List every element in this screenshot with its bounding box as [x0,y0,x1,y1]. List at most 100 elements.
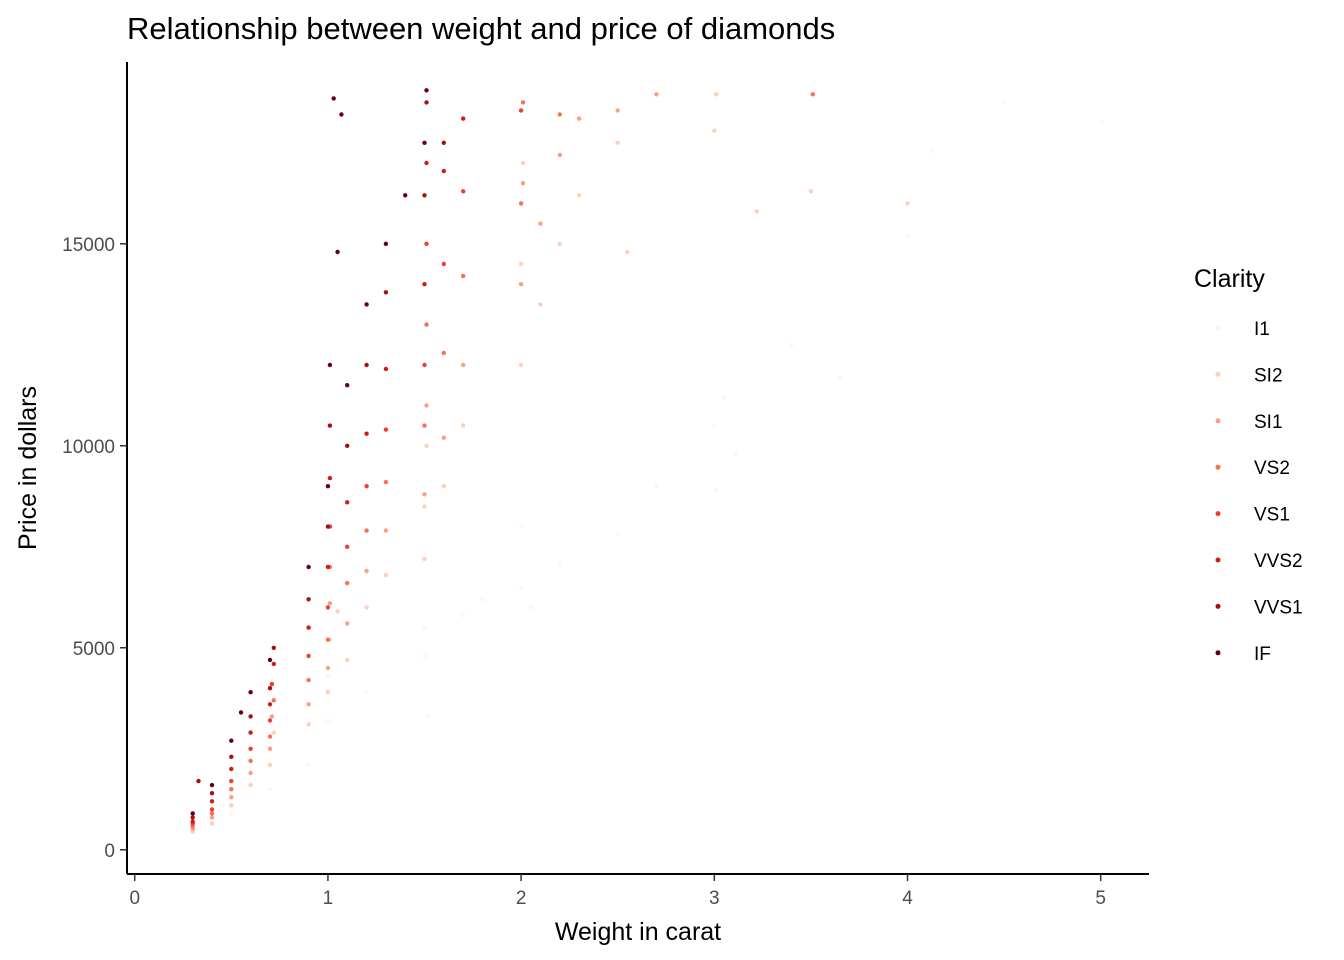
data-point [271,730,276,735]
data-point [306,597,311,602]
x-tick-label: 0 [129,888,140,909]
x-axis-ticks: 0 1 2 3 4 5 [129,874,1106,909]
legend-title: Clarity [1194,265,1265,293]
data-point [383,427,389,432]
data-point [426,714,431,719]
data-point [229,778,234,784]
data-point [461,362,466,368]
data-point [248,690,253,695]
data-point [248,714,253,719]
x-axis-label: Weight in carat [555,918,721,946]
legend-key [1215,371,1221,377]
data-point [422,423,427,428]
legend-key [1215,511,1221,517]
data-point [441,484,446,489]
data-point [538,302,543,307]
legend-label: IF [1254,644,1271,665]
data-point [654,484,659,489]
data-point [364,431,369,436]
data-point [229,787,234,792]
data-point [461,423,466,428]
y-tick-label: 0 [104,841,115,862]
data-point [190,819,195,824]
data-point [576,193,582,198]
data-point [518,585,524,590]
data-point [424,88,429,93]
data-point [422,140,427,145]
data-point [424,443,429,448]
data-point [461,116,466,121]
data-point [325,718,331,723]
data-point [327,475,333,481]
data-point [248,730,253,735]
data-point [557,112,562,117]
data-point [325,605,331,610]
data-point [557,152,562,158]
data-point [518,108,524,113]
x-tick-label: 2 [516,888,527,909]
data-point [528,605,533,610]
x-tick-label: 4 [902,888,913,909]
data-point [557,560,562,566]
data-point [422,193,427,198]
data-point [422,625,427,630]
data-point [335,609,340,614]
data-point [271,698,276,703]
data-point [327,362,333,368]
data-point [269,681,275,687]
data-point [480,597,485,602]
legend-key [1215,557,1221,563]
x-tick-label: 5 [1095,888,1106,909]
legend-label: VS1 [1254,505,1290,526]
data-point [424,322,429,327]
data-point [714,488,719,493]
data-point [345,621,350,626]
data-point [364,362,369,368]
data-point [306,762,311,768]
data-point [306,702,311,707]
data-point [194,827,199,832]
legend-label: VVS1 [1254,597,1303,618]
legend-label: I1 [1254,319,1270,340]
data-point [269,714,275,719]
x-tick-label: 3 [709,888,720,909]
data-point [306,625,311,630]
data-point [520,160,526,166]
y-tick-label: 15000 [62,235,115,256]
points-layer [190,88,1105,834]
data-point [424,241,429,246]
data-point [229,803,234,808]
data-point [808,189,814,194]
data-point [331,96,336,101]
data-point [422,504,427,509]
data-point [364,568,369,574]
data-point [267,746,273,751]
data-point [441,168,446,174]
data-point [461,189,466,194]
data-point [267,734,273,739]
data-point [930,148,935,154]
data-point [714,92,719,97]
data-point [615,108,620,113]
data-point [190,815,195,820]
data-point [267,718,273,723]
y-axis-ticks: 0 5000 10000 15000 [62,235,127,862]
legend-key [1215,325,1221,331]
data-point [364,302,369,307]
data-point [335,249,340,255]
data-point [538,221,543,226]
data-point [271,661,276,667]
data-point [345,657,350,663]
data-point [209,799,215,804]
data-point [345,500,350,505]
legend-key [1215,418,1221,424]
data-point [518,201,524,206]
data-point [306,722,311,727]
data-point [345,580,350,586]
data-point [576,116,582,121]
data-point [339,112,344,117]
data-point [209,782,215,788]
data-point [345,443,350,448]
data-point [196,778,201,784]
